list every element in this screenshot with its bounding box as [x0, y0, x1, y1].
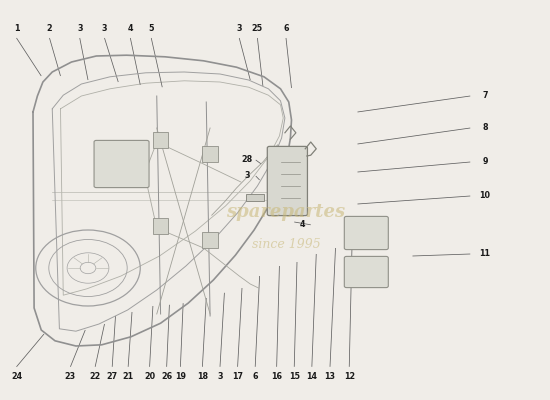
Text: 3: 3 — [245, 172, 250, 180]
Text: 23: 23 — [65, 372, 76, 381]
Text: 4: 4 — [128, 24, 133, 33]
Text: 17: 17 — [232, 372, 243, 381]
Text: since 1995: since 1995 — [252, 238, 320, 250]
Text: sparepartes: sparepartes — [227, 203, 345, 221]
Text: 3: 3 — [77, 24, 82, 33]
Text: 15: 15 — [289, 372, 300, 381]
Bar — [246, 194, 264, 201]
Text: 1: 1 — [14, 24, 19, 33]
Bar — [202, 232, 218, 248]
Text: 16: 16 — [271, 372, 282, 381]
Text: 3: 3 — [102, 24, 107, 33]
FancyBboxPatch shape — [344, 256, 388, 288]
Text: 19: 19 — [175, 372, 186, 381]
Text: 26: 26 — [161, 372, 172, 381]
Text: 18: 18 — [197, 372, 208, 381]
Text: 14: 14 — [306, 372, 317, 381]
Bar — [153, 218, 168, 234]
FancyBboxPatch shape — [94, 140, 149, 188]
Text: 27: 27 — [107, 372, 118, 381]
Text: 2: 2 — [47, 24, 52, 33]
Text: 21: 21 — [123, 372, 134, 381]
Text: 6: 6 — [283, 24, 289, 33]
Text: 28: 28 — [242, 156, 253, 164]
Bar — [153, 132, 168, 148]
Text: 7: 7 — [482, 92, 488, 100]
Text: 9: 9 — [482, 158, 488, 166]
FancyBboxPatch shape — [344, 216, 388, 250]
Bar — [202, 146, 218, 162]
Text: 11: 11 — [480, 250, 491, 258]
FancyBboxPatch shape — [267, 146, 307, 216]
Text: 8: 8 — [482, 124, 488, 132]
Text: 4: 4 — [300, 220, 305, 229]
Text: 10: 10 — [480, 192, 491, 200]
Text: 13: 13 — [324, 372, 336, 381]
Text: 24: 24 — [11, 372, 22, 381]
Text: 6: 6 — [252, 372, 258, 381]
Text: 22: 22 — [90, 372, 101, 381]
Text: 20: 20 — [144, 372, 155, 381]
Text: 3: 3 — [236, 24, 242, 33]
Text: 12: 12 — [344, 372, 355, 381]
Text: 3: 3 — [217, 372, 223, 381]
Text: 25: 25 — [252, 24, 263, 33]
Text: 5: 5 — [148, 24, 154, 33]
